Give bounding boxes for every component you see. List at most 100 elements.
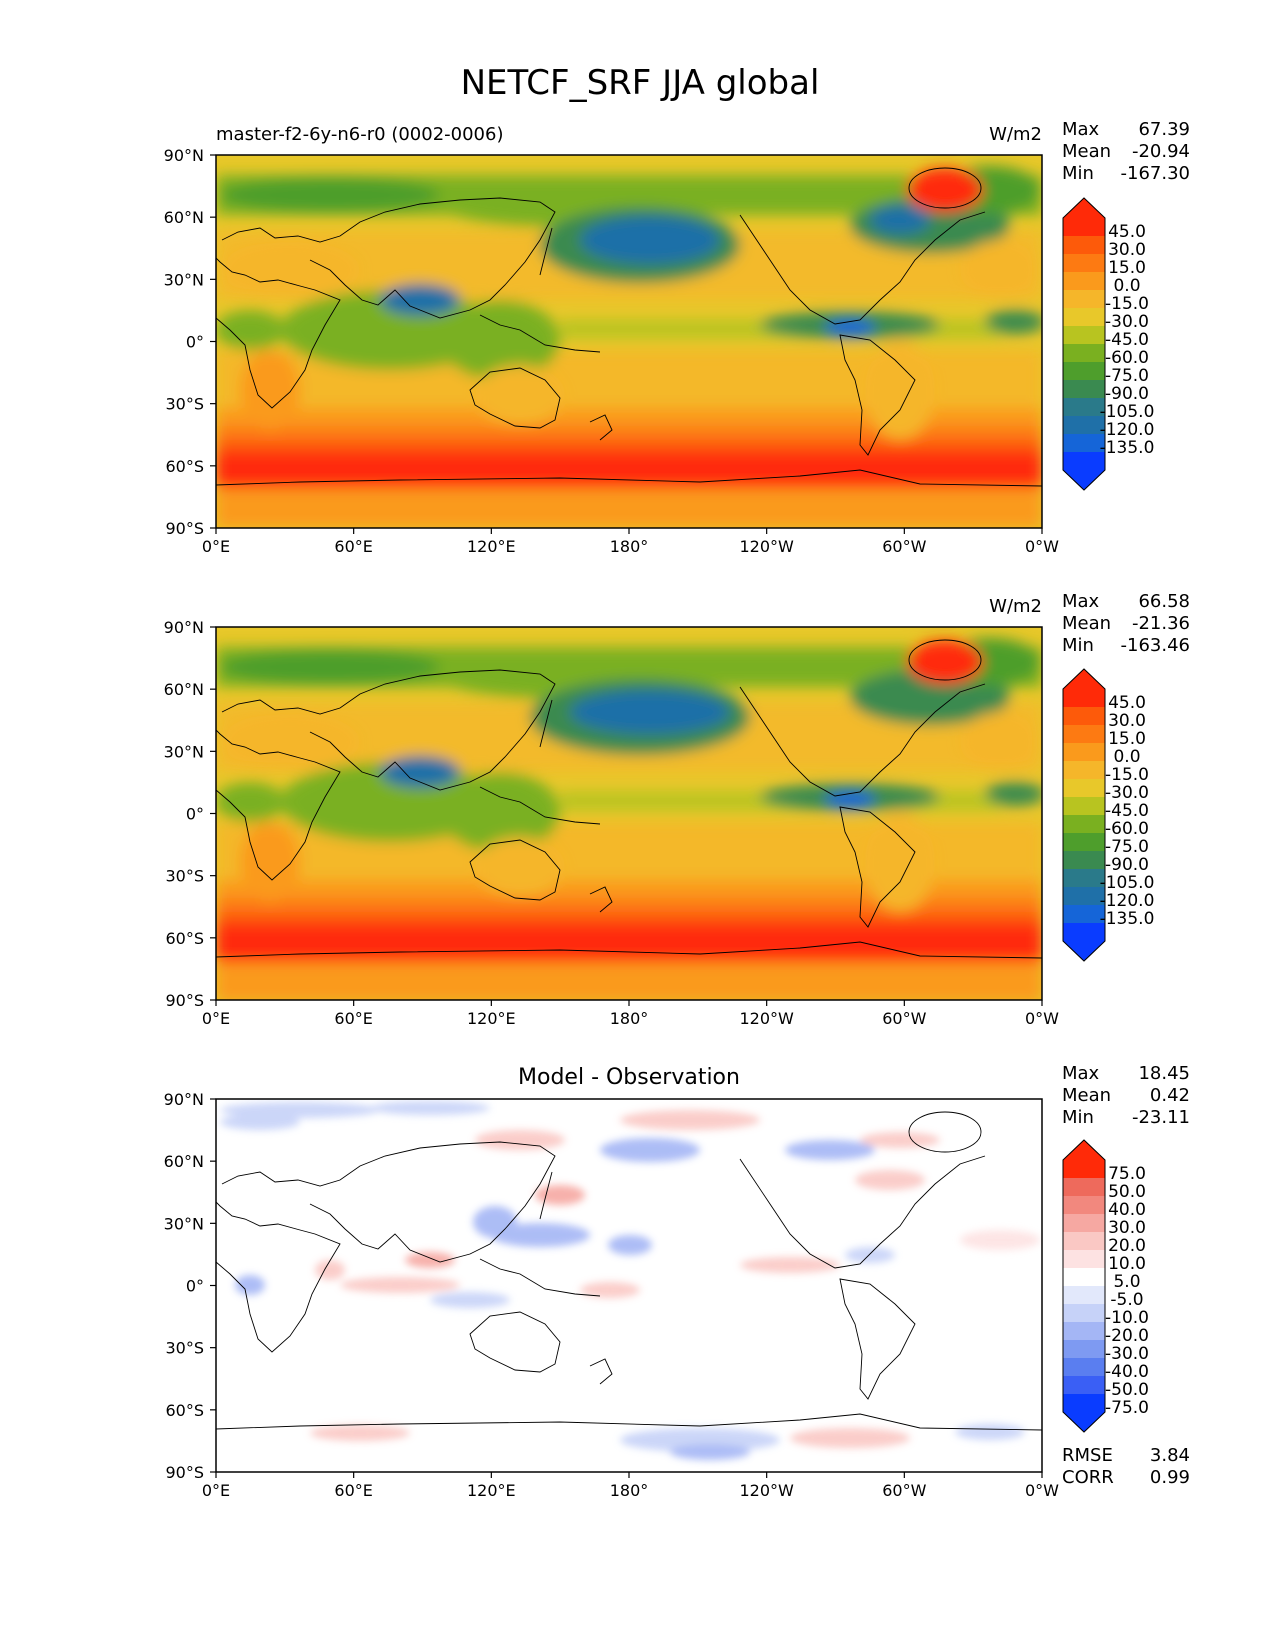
stat-value-mean: 0.42 [1150,1085,1190,1106]
colorbar-segment [1063,779,1105,798]
colorbar-segment [1063,689,1105,708]
axes-observation: 0°E 60°E 120°E 180° 120°W 60°W 0°W 90°N 60°N 30°N… [164,618,1060,1028]
colorbar-tick-label: -135.0 [1100,909,1155,929]
stat-value-max: 18.45 [1138,1063,1190,1084]
colorbar-tick-label: -105.0 [1100,402,1155,422]
y-tick-label: 30°S [165,395,204,414]
stat-value-min: -167.30 [1121,163,1190,184]
colorbar-segment [1063,1160,1105,1179]
colorbar-observation: 45.030.015.00.0-15.0-30.0-45.0-60.0-75.0… [1062,668,1155,962]
axes-model: 0°E 60°E 120°E 180° 120°W 60°W 0°W 90°N 60°N 30°N… [164,146,1060,556]
colorbar-segment [1063,761,1105,780]
x-tick-label: 120°E [467,537,516,556]
stat-label-mean: Mean [1062,1085,1111,1106]
colorbar-tick-label: -45.0 [1105,801,1149,821]
map-field-model [216,155,1042,528]
stat-value-max: 66.58 [1138,591,1190,612]
colorbar-tick-label: -60.0 [1105,819,1149,839]
colorbar-segment [1063,923,1105,942]
x-tick-label: 180° [610,1009,649,1028]
stat-label-mean: Mean [1062,141,1111,162]
y-tick-label: 90°N [164,618,204,637]
x-tick-label: 60°W [882,1481,926,1500]
colorbar-tick-label: 45.0 [1108,693,1146,713]
colorbar-segment [1063,398,1105,417]
colorbar-segment [1063,344,1105,363]
colorbar-extend-min [1063,470,1105,490]
stat-value-min: -163.46 [1121,635,1190,656]
colorbar-segment [1063,887,1105,906]
colorbar-tick-label: 75.0 [1108,1164,1146,1184]
colorbar-tick-label: 40.0 [1108,1200,1146,1220]
colorbar-tick-label: 30.0 [1108,240,1146,260]
colorbar-segment [1063,1178,1105,1197]
colorbar-tick-label: 0.0 [1113,276,1140,296]
x-tick-label: 180° [610,537,649,556]
x-tick-label: 60°E [334,1009,372,1028]
stat-label-mean: Mean [1062,613,1111,634]
rmse-value: 3.84 [1150,1445,1190,1466]
colorbar-tick-label: -45.0 [1105,330,1149,350]
colorbar-segment [1063,236,1105,255]
colorbar-segment [1063,254,1105,273]
y-tick-label: 90°S [165,1463,204,1482]
colorbar-outline [1062,668,1106,962]
colorbar-model: 45.030.015.00.0-15.0-30.0-45.0-60.0-75.0… [1062,197,1155,491]
colorbar-segment [1063,1268,1105,1287]
y-tick-label: 90°S [165,519,204,538]
colorbar-tick-label: -90.0 [1105,855,1149,875]
y-tick-label: 30°N [164,1214,204,1233]
x-tick-label: 120°W [739,537,794,556]
colorbar-extend-max [1063,1140,1105,1160]
x-tick-label: 0°E [202,537,230,556]
x-tick-label: 180° [610,1481,649,1500]
x-tick-label: 60°E [334,1481,372,1500]
colorbar-tick-label: 30.0 [1108,711,1146,731]
y-tick-label: 90°N [164,146,204,165]
colorbar-segment [1063,851,1105,870]
colorbar-tick-label: -105.0 [1100,873,1155,893]
colorbar-segment [1063,380,1105,399]
y-tick-label: 0° [186,1277,204,1296]
colorbar-segment [1063,362,1105,381]
stat-value-mean: -20.94 [1132,141,1190,162]
colorbar-segment [1063,1340,1105,1359]
colorbar-tick-label: -90.0 [1105,384,1149,404]
x-tick-label: 120°E [467,1481,516,1500]
panel-units: W/m2 [989,124,1042,145]
stat-value-max: 67.39 [1138,119,1190,140]
x-tick-label: 60°W [882,1009,926,1028]
colorbar-tick-label: 5.0 [1113,1272,1140,1292]
colorbar-outline [1062,197,1106,491]
colorbar-segment [1063,743,1105,762]
stat-value-min: -23.11 [1132,1107,1190,1128]
y-tick-label: 60°S [165,1401,204,1420]
panel-units: W/m2 [989,596,1042,617]
y-tick-label: 0° [186,805,204,824]
colorbar-tick-label: -15.0 [1105,765,1149,785]
stat-label-max: Max [1062,119,1100,140]
x-tick-label: 120°E [467,1009,516,1028]
colorbar-tick-label: 0.0 [1113,747,1140,767]
colorbar-segment [1063,326,1105,345]
colorbar-segment [1063,1214,1105,1233]
colorbar-segment [1063,1394,1105,1413]
panel-model: master-f2-6y-n6-r0 (0002-0006) W/m2 Max … [164,119,1190,556]
colorbar-segment [1063,1232,1105,1251]
colorbar-segment [1063,434,1105,453]
colorbar-segment [1063,905,1105,924]
colorbar-tick-label: 45.0 [1108,222,1146,242]
colorbar-tick-label: -20.0 [1105,1326,1149,1346]
colorbar-extend-min [1063,1412,1105,1432]
colorbar-segment [1063,833,1105,852]
figure-title: NETCF_SRF JJA global [461,63,820,103]
colorbar-segment [1063,869,1105,888]
colorbar-tick-label: -50.0 [1105,1380,1149,1400]
stat-value-mean: -21.36 [1132,613,1190,634]
colorbar-tick-label: 50.0 [1108,1182,1146,1202]
colorbar-segment [1063,707,1105,726]
colorbar-tick-label: -60.0 [1105,348,1149,368]
colorbar-segment [1063,1322,1105,1341]
y-tick-label: 60°S [165,929,204,948]
x-tick-label: 0°W [1025,537,1059,556]
